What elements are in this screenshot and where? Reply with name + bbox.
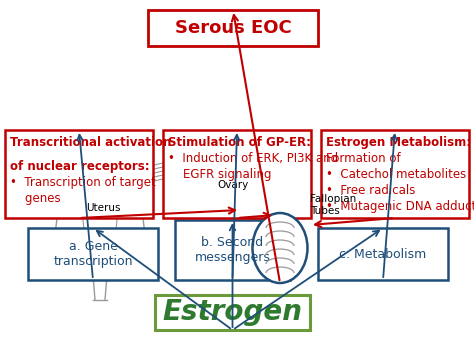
- Text: •  Transcription of target: • Transcription of target: [10, 176, 156, 189]
- Text: Fallopian
Tubes: Fallopian Tubes: [310, 194, 356, 216]
- Text: Ovary: Ovary: [218, 180, 249, 190]
- FancyBboxPatch shape: [28, 228, 158, 280]
- Text: •  Mutagenic DNA adducts: • Mutagenic DNA adducts: [326, 200, 474, 213]
- Text: b. Second
messengers: b. Second messengers: [194, 236, 271, 264]
- FancyBboxPatch shape: [5, 130, 153, 218]
- Text: Transcritional activation: Transcritional activation: [10, 136, 172, 150]
- FancyBboxPatch shape: [175, 220, 290, 280]
- Text: •  Catechol metabolites: • Catechol metabolites: [326, 168, 466, 181]
- Text: genes: genes: [10, 192, 61, 205]
- Text: Estrogen: Estrogen: [163, 299, 302, 327]
- Text: •  Free radicals: • Free radicals: [326, 184, 415, 197]
- FancyBboxPatch shape: [155, 295, 310, 330]
- FancyBboxPatch shape: [321, 130, 469, 218]
- Ellipse shape: [253, 213, 308, 283]
- Text: of nuclear receptors:: of nuclear receptors:: [10, 160, 150, 173]
- Text: c. Metabolism: c. Metabolism: [339, 247, 427, 261]
- Text: Serous EOC: Serous EOC: [174, 19, 292, 37]
- Text: Stimulation of GP-ER:: Stimulation of GP-ER:: [168, 136, 311, 150]
- Text: •  Induction of ERK, PI3K and: • Induction of ERK, PI3K and: [168, 152, 338, 165]
- Text: Estrogen Metabolism:: Estrogen Metabolism:: [326, 136, 471, 150]
- Text: Formation of: Formation of: [326, 152, 401, 165]
- Text: Uterus: Uterus: [86, 203, 120, 213]
- Text: EGFR signaling: EGFR signaling: [168, 168, 272, 181]
- FancyBboxPatch shape: [163, 130, 311, 218]
- FancyBboxPatch shape: [148, 10, 318, 46]
- Text: a. Gene
transcription: a. Gene transcription: [53, 240, 133, 268]
- FancyBboxPatch shape: [318, 228, 448, 280]
